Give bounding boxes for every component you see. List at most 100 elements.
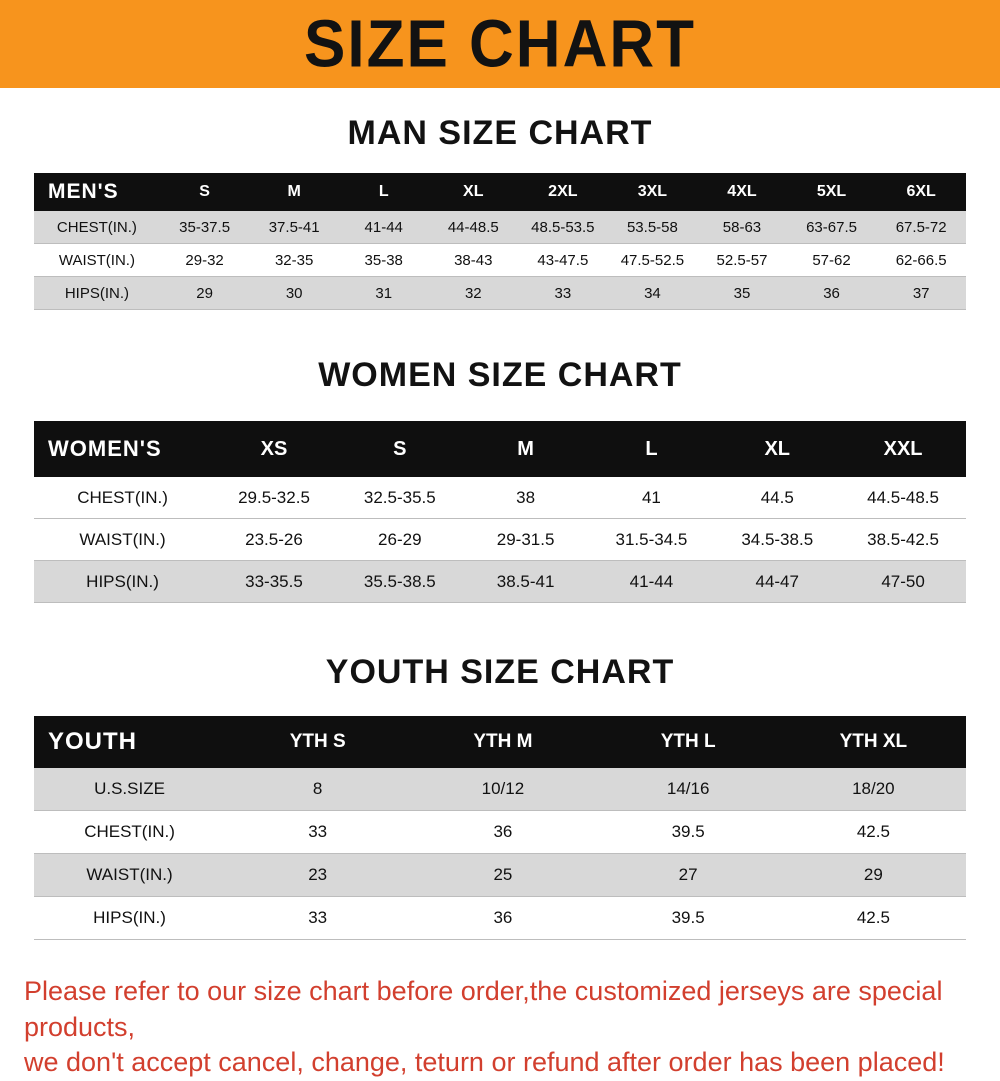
table-row: U.S.SIZE 8 10/12 14/16 18/20 [34, 768, 966, 811]
size-header-cell: YTH L [595, 716, 781, 768]
value-cell: 38.5-41 [462, 560, 589, 603]
table-row: CHEST(IN.) 35-37.5 37.5-41 41-44 44-48.5 48.5… [34, 211, 966, 244]
value-cell: 35-37.5 [159, 211, 250, 244]
row-label-cell: HIPS(IN.) [34, 896, 226, 940]
size-chart-banner: SIZE CHART [0, 0, 1000, 88]
value-cell: 62-66.5 [876, 243, 966, 277]
value-cell: 35 [697, 276, 787, 310]
value-cell: 14/16 [595, 768, 781, 811]
table-title-cell: YOUTH [34, 716, 226, 768]
value-cell: 25 [410, 853, 596, 897]
value-cell: 8 [225, 768, 411, 811]
man-section-heading: MAN SIZE CHART [347, 114, 653, 152]
table-title-cell: MEN'S [34, 173, 160, 211]
value-cell: 41-44 [338, 211, 429, 244]
value-cell: 23 [225, 853, 411, 897]
table-row: HIPS(IN.) 33 36 39.5 42.5 [34, 896, 966, 940]
value-cell: 31.5-34.5 [588, 518, 715, 561]
value-cell: 29-31.5 [462, 518, 589, 561]
value-cell: 44.5 [714, 477, 841, 519]
value-cell: 67.5-72 [876, 211, 966, 244]
table-row: WAIST(IN.) 23 25 27 29 [34, 853, 966, 897]
value-cell: 32 [428, 276, 519, 310]
table-row: CHEST(IN.) 29.5-32.5 32.5-35.5 38 41 44.5 44.5… [34, 477, 966, 519]
women-size-table: WOMEN'S XS S M L XL XXL CHEST(IN.) 29.5-32.5 32.5… [34, 421, 966, 603]
table-header-row: WOMEN'S XS S M L XL XXL [34, 421, 966, 477]
value-cell: 32-35 [249, 243, 339, 277]
value-cell: 58-63 [697, 211, 787, 244]
size-header-cell: YTH XL [780, 716, 966, 768]
row-label-cell: CHEST(IN.) [34, 477, 212, 519]
row-label-cell: WAIST(IN.) [34, 853, 226, 897]
value-cell: 29-32 [159, 243, 250, 277]
value-cell: 36 [410, 810, 596, 854]
size-header-cell: M [462, 421, 589, 477]
table-row: WAIST(IN.) 23.5-26 26-29 29-31.5 31.5-34.5 34… [34, 518, 966, 561]
row-label-cell: CHEST(IN.) [34, 211, 160, 244]
value-cell: 39.5 [595, 810, 781, 854]
table-row: HIPS(IN.) 29 30 31 32 33 34 35 36 37 [34, 276, 966, 310]
youth-size-table: YOUTH YTH S YTH M YTH L YTH XL U.S.SIZE 8 10/12… [34, 716, 966, 940]
value-cell: 10/12 [410, 768, 596, 811]
value-cell: 38.5-42.5 [840, 518, 966, 561]
size-header-cell: S [159, 173, 250, 211]
value-cell: 27 [595, 853, 781, 897]
value-cell: 29.5-32.5 [211, 477, 337, 519]
row-label-cell: CHEST(IN.) [34, 810, 226, 854]
footer-note: Please refer to our size chart before or… [14, 974, 1000, 1081]
women-section-heading: WOMEN SIZE CHART [318, 356, 682, 394]
value-cell: 34 [607, 276, 698, 310]
table-row: CHEST(IN.) 33 36 39.5 42.5 [34, 810, 966, 854]
size-header-cell: 3XL [607, 173, 698, 211]
size-header-cell: YTH M [410, 716, 596, 768]
value-cell: 33 [225, 810, 411, 854]
row-label-cell: WAIST(IN.) [34, 243, 160, 277]
footer-note-line1: Please refer to our size chart before or… [24, 976, 943, 1042]
value-cell: 29 [159, 276, 250, 310]
value-cell: 34.5-38.5 [714, 518, 841, 561]
value-cell: 33 [518, 276, 608, 310]
size-header-cell: S [336, 421, 463, 477]
value-cell: 37 [876, 276, 966, 310]
value-cell: 38-43 [428, 243, 519, 277]
size-header-cell: XL [714, 421, 841, 477]
men-size-table: MEN'S S M L XL 2XL 3XL 4XL 5XL 6XL CHEST(IN.) 35-37… [34, 173, 966, 310]
row-label-cell: HIPS(IN.) [34, 276, 160, 310]
value-cell: 63-67.5 [786, 211, 877, 244]
value-cell: 23.5-26 [211, 518, 337, 561]
value-cell: 38 [462, 477, 589, 519]
size-header-cell: YTH S [225, 716, 411, 768]
value-cell: 35.5-38.5 [336, 560, 463, 603]
size-header-cell: L [588, 421, 715, 477]
value-cell: 42.5 [780, 896, 966, 940]
value-cell: 30 [249, 276, 339, 310]
size-header-cell: 5XL [786, 173, 877, 211]
size-header-cell: M [249, 173, 339, 211]
value-cell: 43-47.5 [518, 243, 608, 277]
youth-section-heading: YOUTH SIZE CHART [325, 653, 675, 691]
size-header-cell: L [338, 173, 429, 211]
value-cell: 44-47 [714, 560, 841, 603]
size-header-cell: XXL [840, 421, 966, 477]
value-cell: 36 [786, 276, 877, 310]
value-cell: 57-62 [786, 243, 877, 277]
table-header-row: MEN'S S M L XL 2XL 3XL 4XL 5XL 6XL [34, 173, 966, 211]
table-row: WAIST(IN.) 29-32 32-35 35-38 38-43 43-47.5 47.… [34, 243, 966, 277]
value-cell: 32.5-35.5 [336, 477, 463, 519]
value-cell: 48.5-53.5 [518, 211, 608, 244]
value-cell: 47-50 [840, 560, 966, 603]
banner-title: SIZE CHART [304, 6, 696, 82]
table-header-row: YOUTH YTH S YTH M YTH L YTH XL [34, 716, 966, 768]
value-cell: 29 [780, 853, 966, 897]
value-cell: 18/20 [780, 768, 966, 811]
row-label-cell: WAIST(IN.) [34, 518, 212, 561]
value-cell: 44-48.5 [428, 211, 519, 244]
row-label-cell: HIPS(IN.) [34, 560, 212, 603]
value-cell: 42.5 [780, 810, 966, 854]
value-cell: 44.5-48.5 [840, 477, 966, 519]
value-cell: 33-35.5 [211, 560, 337, 603]
size-header-cell: 4XL [697, 173, 787, 211]
value-cell: 47.5-52.5 [607, 243, 698, 277]
table-title-cell: WOMEN'S [34, 421, 212, 477]
size-header-cell: XL [428, 173, 519, 211]
